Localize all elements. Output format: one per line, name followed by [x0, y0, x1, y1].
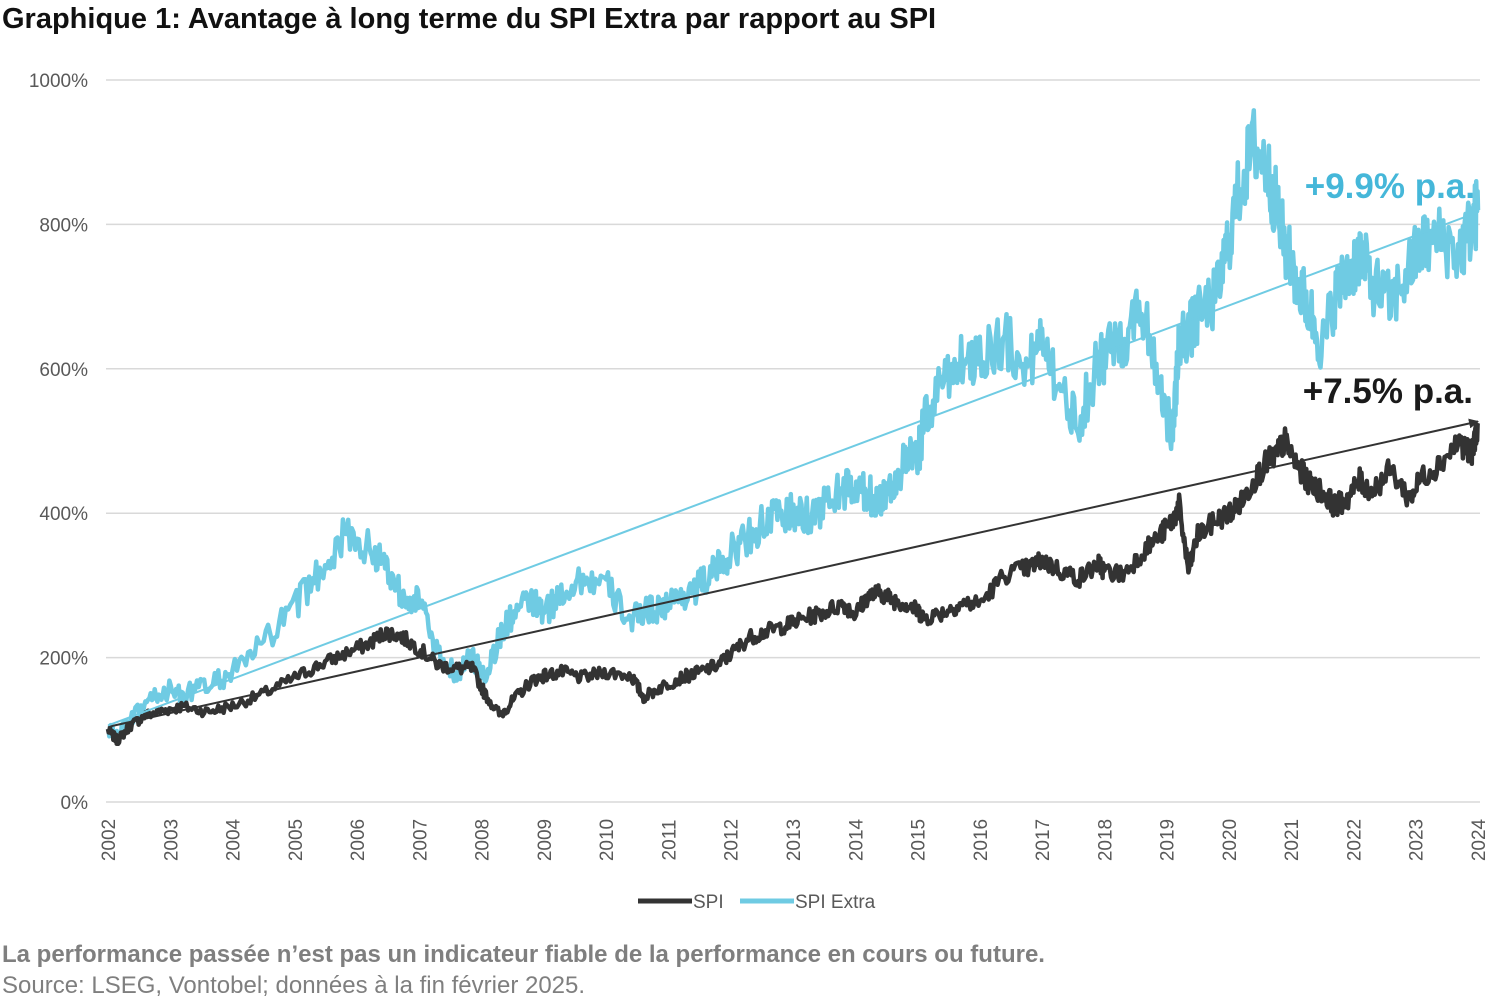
y-tick-label: 1000%: [29, 71, 88, 92]
legend-label-spi: SPI: [693, 892, 724, 913]
x-tick-label: 2006: [348, 819, 369, 861]
series-line-spi: [105, 421, 1481, 747]
x-tick-label: 2019: [1158, 819, 1179, 861]
spi-extra-growth-annotation: +9.9% p.a.: [1305, 167, 1475, 206]
x-axis-ticks: 2002 2003 2004 2005 2006 2007 2008 2009 2010 2011…: [99, 818, 1490, 861]
trend-lines: [107, 210, 1479, 728]
y-tick-label: 800%: [39, 215, 88, 236]
x-tick-label: 2015: [909, 819, 930, 861]
x-tick-label: 2011: [659, 820, 680, 861]
trend-arrow-spi: [107, 418, 1479, 728]
x-tick-label: 2007: [410, 819, 431, 861]
x-tick-label: 2003: [161, 819, 182, 861]
x-tick-label: 2022: [1344, 819, 1365, 861]
x-tick-label: 2012: [722, 819, 743, 861]
legend: SPI SPI Extra: [638, 892, 876, 913]
x-tick-label: 2010: [597, 819, 618, 861]
x-tick-label: 2013: [784, 819, 805, 861]
series-lines: [105, 108, 1481, 747]
y-axis-ticks: 0% 200% 400% 600% 800% 1000%: [29, 71, 88, 814]
x-tick-label: 2008: [473, 819, 494, 861]
x-tick-label: 2014: [846, 818, 867, 861]
y-tick-label: 400%: [39, 504, 88, 525]
x-tick-label: 2021: [1282, 819, 1303, 861]
y-tick-label: 200%: [39, 649, 88, 670]
x-tick-label: 2017: [1033, 819, 1054, 861]
x-tick-label: 2005: [286, 819, 307, 861]
series-line-spi-extra: [105, 108, 1481, 744]
spi-growth-annotation: +7.5% p.a.: [1303, 372, 1473, 411]
x-tick-label: 2004: [224, 818, 245, 861]
x-tick-label: 2002: [99, 819, 120, 861]
x-tick-label: 2018: [1095, 819, 1116, 861]
y-tick-label: 0%: [61, 793, 89, 814]
x-tick-label: 2023: [1407, 819, 1428, 861]
y-tick-label: 600%: [39, 360, 88, 381]
x-tick-label: 2016: [971, 819, 992, 861]
source-note: Source: LSEG, Vontobel; données à la fin…: [2, 972, 586, 999]
x-tick-label: 2024: [1469, 818, 1490, 861]
x-tick-label: 2009: [535, 819, 556, 861]
x-tick-label: 2020: [1220, 819, 1241, 861]
chart-title: Graphique 1: Avantage à long terme du SP…: [2, 3, 937, 35]
legend-label-spi-extra: SPI Extra: [795, 892, 876, 913]
disclaimer-note: La performance passée n’est pas un indic…: [2, 941, 1045, 968]
trend-arrow-spi-extra: [107, 210, 1479, 727]
